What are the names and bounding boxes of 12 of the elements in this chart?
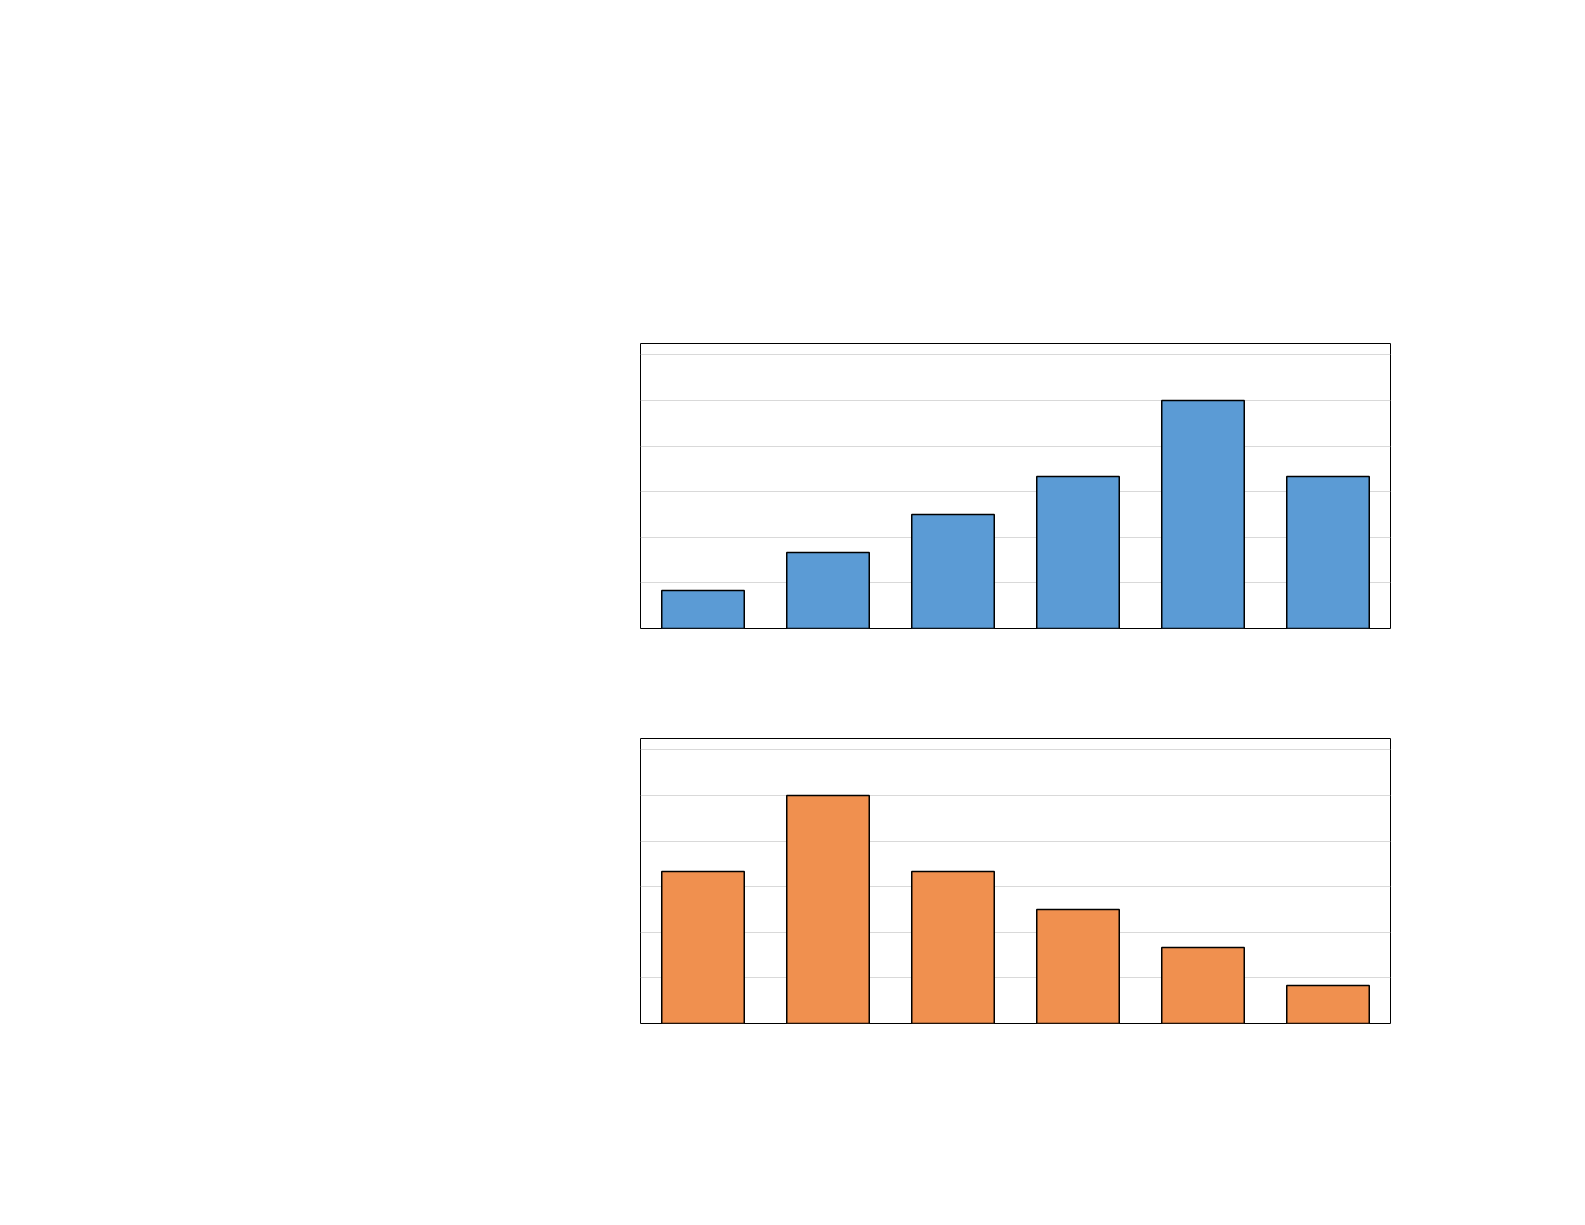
bar xyxy=(661,870,745,1024)
bar xyxy=(1286,984,1370,1024)
bar xyxy=(911,513,995,629)
bar xyxy=(1161,946,1245,1024)
bar xyxy=(1161,399,1245,629)
bar xyxy=(911,870,995,1024)
bar xyxy=(1286,475,1370,629)
bar xyxy=(1036,475,1120,629)
bar xyxy=(786,551,870,629)
bar xyxy=(1036,908,1120,1024)
bar xyxy=(786,794,870,1024)
bar xyxy=(661,589,745,629)
